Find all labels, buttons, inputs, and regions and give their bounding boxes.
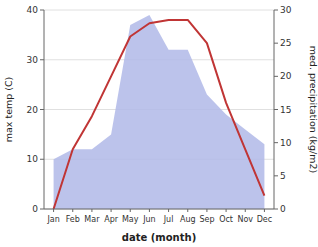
y2-tick [274, 43, 278, 44]
y-tick [40, 109, 44, 110]
x-tick [264, 209, 265, 212]
x-tick-label: Aug [180, 215, 196, 224]
axes: 0 10 20 30 40 0 5 10 15 20 25 30 Jan Feb Mar AprMayJun J… [27, 5, 292, 224]
grid [44, 10, 274, 209]
x-tick-label: Jan [46, 215, 59, 224]
y2-tick-label: 10 [280, 138, 292, 148]
x-tick-label: Nov [237, 215, 253, 224]
y2-tick-label: 25 [280, 38, 291, 48]
y2-tick-label: 5 [280, 171, 286, 181]
chart-container: 0 10 20 30 40 0 5 10 15 20 25 30 Jan Feb Mar AprMayJun J… [0, 0, 318, 247]
x-tick [206, 209, 207, 212]
x-tick [226, 209, 227, 212]
precipitation-area [54, 15, 265, 209]
y-tick [40, 209, 44, 210]
y2-tick-label: 20 [280, 71, 292, 81]
chart: 0 10 20 30 40 0 5 10 15 20 25 30 Jan Feb Mar AprMayJun J… [0, 0, 318, 247]
x-tick-label: Feb [66, 215, 80, 224]
y-tick-label: 30 [27, 55, 39, 65]
x-tick-label: Jun [142, 215, 156, 224]
x-tick [168, 209, 169, 212]
y-tick-label: 10 [27, 154, 39, 164]
y2-tick [274, 175, 278, 176]
x-tick [245, 209, 246, 212]
y-axis-label: max temp (C) [3, 77, 14, 143]
y2-tick [274, 142, 278, 143]
grid-line [44, 10, 274, 11]
y2-tick-label: 15 [280, 105, 291, 115]
x-tick-label: Oct [219, 215, 233, 224]
grid-line [44, 209, 274, 210]
x-tick-label: Mar [84, 215, 100, 224]
y-tick [40, 10, 44, 11]
x-axis-line [44, 209, 274, 210]
x-tick [149, 209, 150, 212]
x-tick-label: Apr [104, 215, 119, 224]
x-tick [111, 209, 112, 212]
x-tick-label: May [122, 215, 139, 224]
x-tick-label: Dec [257, 215, 272, 224]
y2-tick [274, 209, 278, 210]
y-tick [40, 159, 44, 160]
x-tick-label: Jul [163, 215, 174, 224]
x-tick [130, 209, 131, 212]
y2-tick-label: 0 [280, 204, 286, 214]
plot-area [54, 15, 265, 209]
x-tick-label: Sep [199, 215, 214, 224]
y2-tick [274, 76, 278, 77]
x-axis-label: date (month) [122, 232, 196, 243]
x-tick [91, 209, 92, 212]
y-tick-label: 0 [32, 204, 38, 214]
y-tick-label: 40 [27, 5, 39, 15]
temperature-line [54, 20, 265, 209]
y2-tick [274, 10, 278, 11]
y-tick [40, 59, 44, 60]
y2-axis-label: med. precipitation (kg/m2) [308, 46, 318, 173]
x-tick [72, 209, 73, 212]
x-tick [53, 209, 54, 212]
y2-tick-label: 30 [280, 5, 292, 15]
y2-tick [274, 109, 278, 110]
x-tick [187, 209, 188, 212]
y-tick-label: 20 [27, 105, 39, 115]
